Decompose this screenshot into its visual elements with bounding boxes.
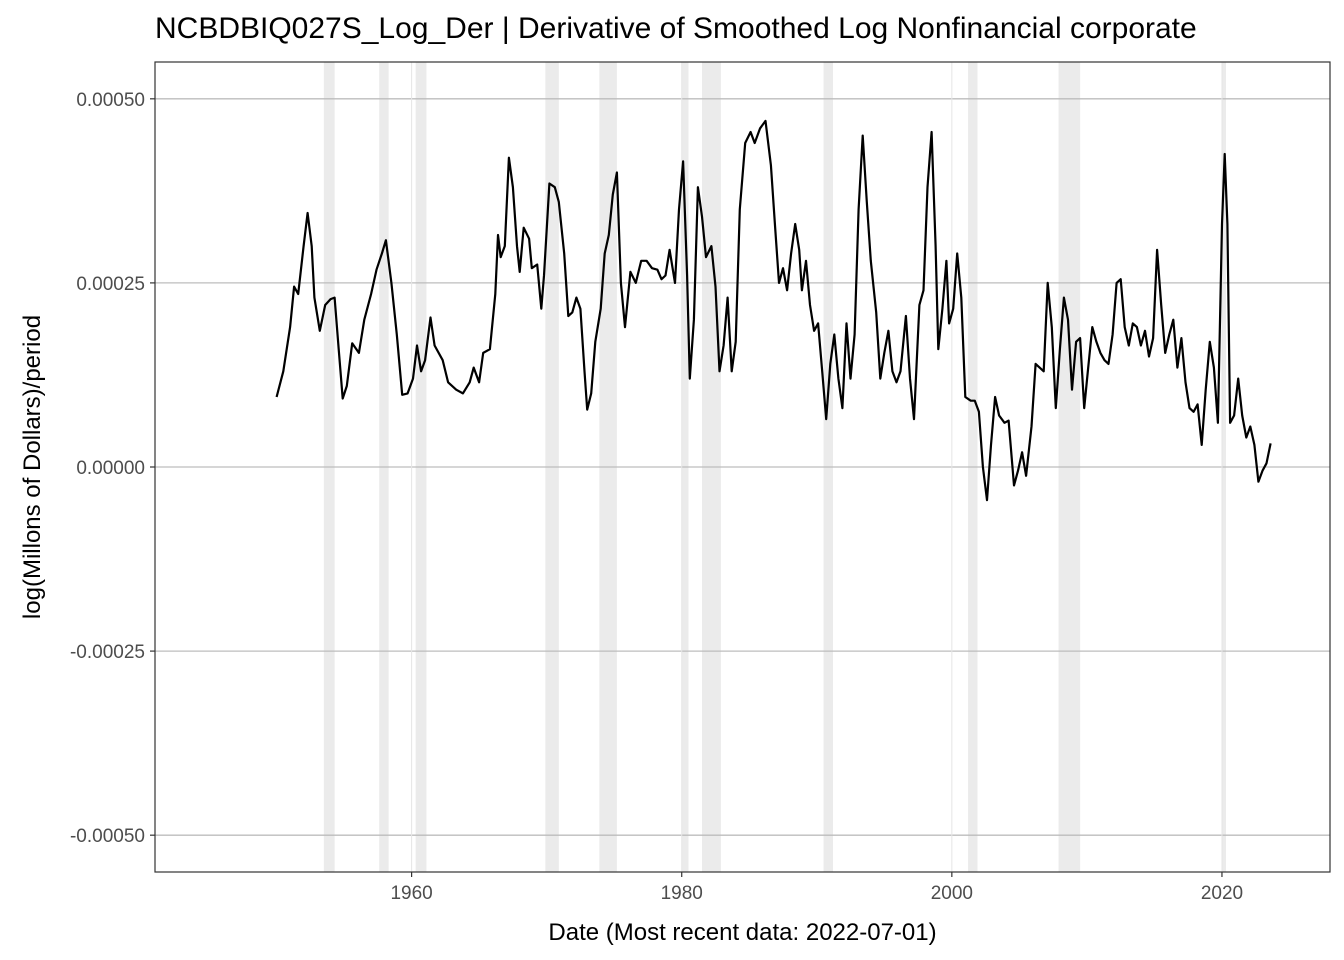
series-line: [275, 119, 1272, 502]
y-tick-label: 0.00025: [76, 274, 145, 295]
chart-title: NCBDBIQ027S_Log_Der | Derivative of Smoo…: [155, 12, 1197, 45]
y-tick-label: 0.00050: [76, 90, 145, 111]
x-tick-label: 2020: [1201, 883, 1243, 904]
x-tick-label: 1960: [390, 883, 432, 904]
y-tick-label: -0.00050: [70, 826, 145, 847]
x-tick-label: 2000: [931, 883, 973, 904]
x-axis-title: Date (Most recent data: 2022-07-01): [548, 919, 936, 946]
series-lines: [275, 119, 1272, 502]
axis-ticks: 0.00050 0.00025 0.00000 -0.00025 -0.00050 196…: [70, 90, 1243, 904]
y-tick-label: -0.00025: [70, 642, 145, 663]
x-tick-label: 1980: [661, 883, 703, 904]
y-tick-label: 0.00000: [76, 458, 145, 479]
gridlines: [155, 62, 1330, 872]
y-axis-title: log(Millons of Dollars)/period: [19, 315, 46, 619]
